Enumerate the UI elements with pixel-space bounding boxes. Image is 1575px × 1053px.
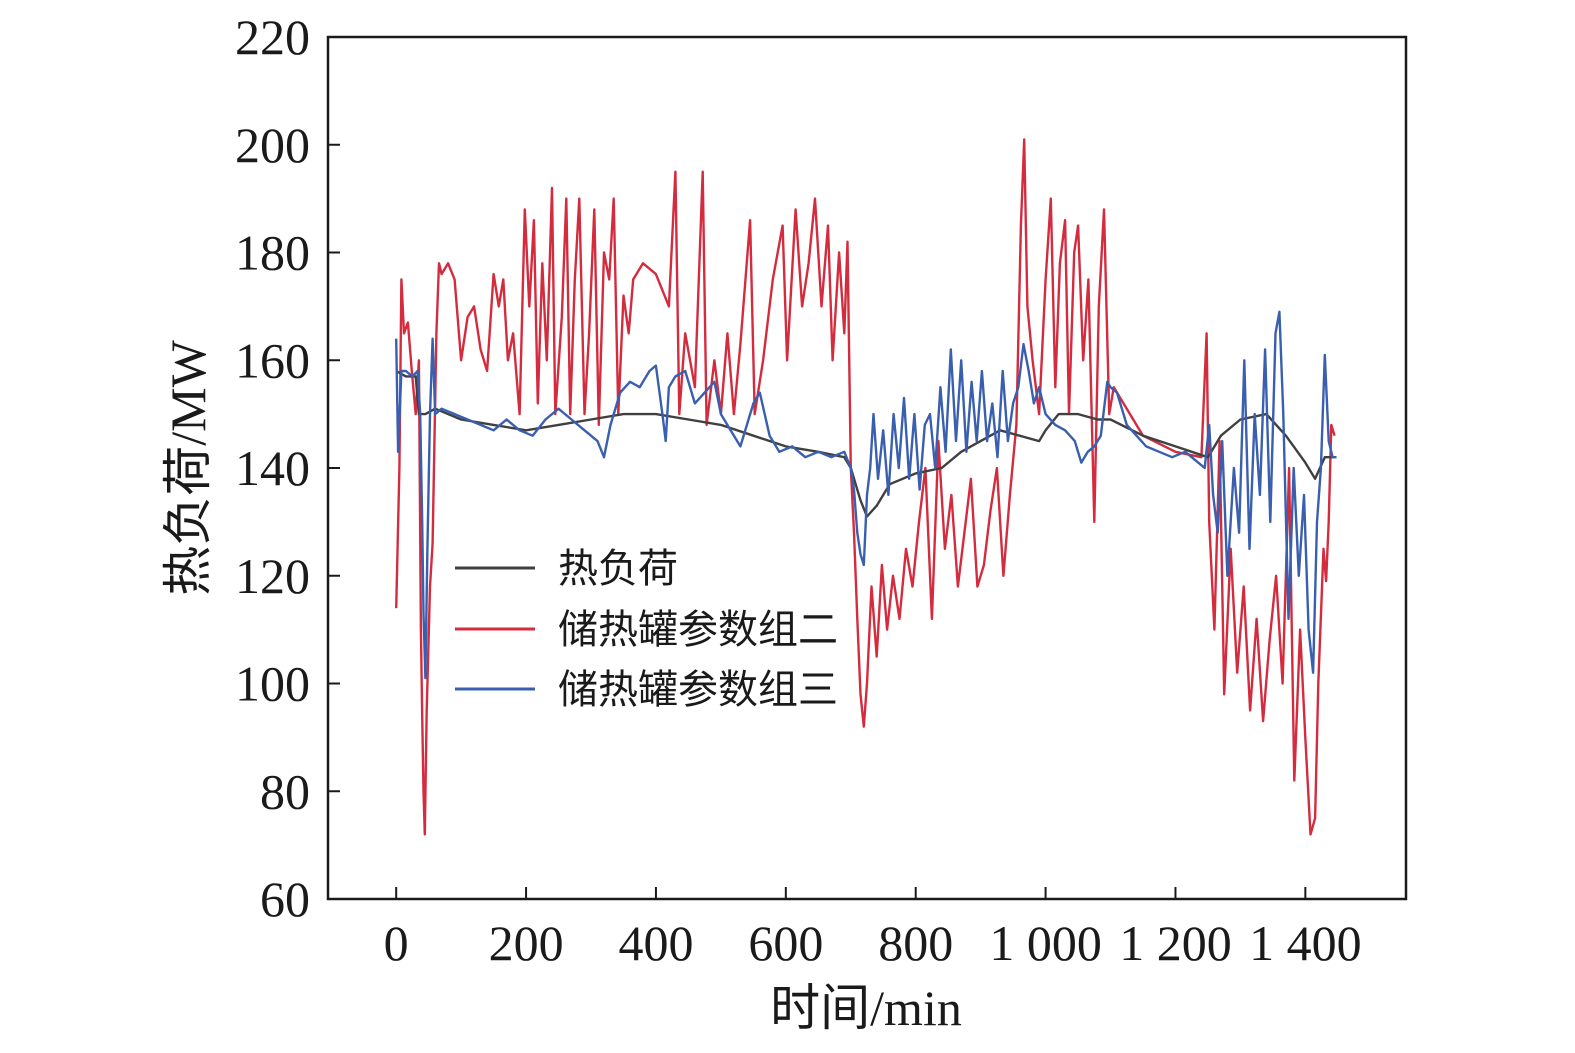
- x-axis-title: 时间/min: [770, 980, 962, 1036]
- y-tick-label: 60: [260, 871, 310, 927]
- plot-frame: [326, 35, 1408, 901]
- x-axis-label: 时间/min: [770, 980, 962, 1036]
- y-axis-title: 热负荷/MW: [160, 339, 216, 595]
- y-tick-label: 140: [235, 440, 310, 496]
- y-tick-label: 200: [235, 117, 310, 173]
- x-tick-label: 1 400: [1249, 915, 1362, 971]
- x-tick-label: 800: [878, 915, 953, 971]
- plot-area: [395, 138, 1337, 836]
- legend-label-group-two: 储热罐参数组二: [558, 607, 838, 652]
- x-tick-label: 1 200: [1119, 915, 1232, 971]
- axis-ticks: 0 200 400 600 800 1 000 1 200 1 400 60 80 100 120 14…: [235, 9, 1362, 971]
- x-tick-label: 400: [618, 915, 693, 971]
- x-tick-label: 600: [748, 915, 823, 971]
- y-tick-label: 120: [235, 548, 310, 604]
- x-tick-label: 200: [489, 915, 564, 971]
- y-tick-label: 180: [235, 225, 310, 281]
- y-tick-label: 80: [260, 763, 310, 819]
- legend: 热负荷 储热罐参数组二 储热罐参数组三: [455, 546, 838, 712]
- series-line-storage-group-three: [395, 310, 1337, 680]
- legend-label-group-three: 储热罐参数组三: [558, 667, 838, 712]
- y-tick-label: 100: [235, 656, 310, 712]
- y-tick-label: 160: [235, 332, 310, 388]
- x-tick-label: 1 000: [989, 915, 1102, 971]
- legend-label-heat-load: 热负荷: [558, 546, 678, 591]
- y-tick-label: 220: [235, 9, 310, 65]
- x-tick-label: 0: [384, 915, 409, 971]
- series-line-storage-group-two: [395, 138, 1336, 836]
- y-axis-label: 热负荷/MW: [160, 339, 216, 595]
